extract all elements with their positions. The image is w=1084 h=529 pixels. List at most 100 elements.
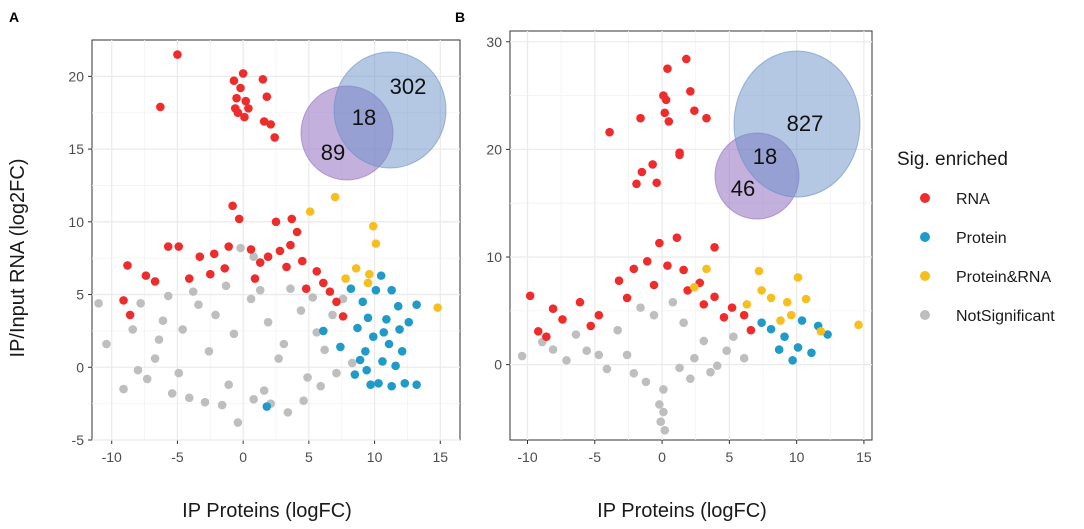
- point-protein: [371, 285, 381, 295]
- point-notsignificant: [224, 380, 233, 390]
- panel-a-tag: A: [9, 9, 19, 25]
- point-rna: [224, 242, 233, 251]
- venn-overlap-count: 18: [753, 144, 777, 169]
- point-rna: [332, 297, 341, 307]
- point-rna: [586, 321, 596, 331]
- panel-b-tag: B: [455, 9, 465, 25]
- point-notsignificant: [668, 297, 678, 307]
- venn-rna-only-count: 89: [321, 140, 345, 165]
- point-protein: [397, 346, 407, 356]
- point-rna: [125, 310, 135, 320]
- x-tick-label: -5: [171, 449, 184, 465]
- point-notsignificant: [259, 386, 269, 395]
- point-rna: [746, 325, 756, 335]
- point-rna: [338, 312, 348, 321]
- point-protein: [823, 330, 832, 339]
- x-tick-label: 10: [367, 449, 383, 465]
- y-tick-label: 20: [486, 141, 502, 157]
- point-rna: [229, 76, 239, 86]
- point-protein: [350, 370, 360, 379]
- point-rna: [236, 83, 245, 93]
- point-rna: [652, 178, 661, 188]
- legend-key: [920, 310, 930, 320]
- point-notsignificant: [221, 281, 231, 291]
- point-rna: [173, 50, 182, 59]
- point-rna: [270, 133, 279, 142]
- point-notsignificant: [316, 381, 325, 391]
- point-rna: [710, 292, 719, 302]
- point-rna: [262, 92, 272, 102]
- x-tick-label: 15: [856, 449, 872, 465]
- y-tick-label: 15: [68, 141, 84, 157]
- x-tick-label: 0: [658, 449, 666, 465]
- point-notsignificant: [119, 384, 128, 394]
- point-notsignificant: [167, 389, 177, 398]
- point-protein-rna: [754, 266, 764, 276]
- point-notsignificant: [128, 325, 138, 334]
- point-protein: [376, 271, 386, 280]
- point-rna: [629, 264, 639, 274]
- point-protein: [319, 326, 328, 336]
- point-notsignificant: [229, 329, 239, 339]
- point-notsignificant: [246, 294, 256, 304]
- point-notsignificant: [636, 303, 645, 312]
- y-axis-label: IP/Input RNA (log2FC): [7, 159, 29, 358]
- venn-overlap-count: 18: [352, 105, 376, 130]
- point-protein: [361, 346, 370, 356]
- point-rna: [675, 150, 684, 160]
- point-notsignificant: [675, 363, 684, 373]
- legend-label: NotSignificant: [956, 308, 1055, 325]
- point-rna: [156, 102, 165, 112]
- point-notsignificant: [613, 325, 622, 335]
- point-protein: [368, 332, 378, 342]
- point-protein-rna: [793, 273, 803, 282]
- y-tick-label: 5: [76, 287, 84, 303]
- point-rna: [525, 291, 535, 301]
- point-protein: [797, 316, 807, 325]
- point-protein: [393, 301, 403, 311]
- point-rna: [258, 74, 268, 84]
- point-notsignificant: [174, 368, 184, 378]
- point-protein-rna: [363, 278, 373, 288]
- point-notsignificant: [659, 385, 668, 394]
- point-notsignificant: [233, 418, 243, 427]
- point-rna: [664, 117, 674, 126]
- point-rna: [661, 95, 671, 105]
- point-rna: [575, 297, 585, 307]
- panel-a: -10 -5 0 5 10 15 -5 0 5 10 15 20 89 18 302 IP Proteins …: [68, 39, 461, 522]
- point-rna: [702, 113, 711, 123]
- y-tick-label: 0: [494, 357, 502, 373]
- point-rna: [230, 104, 240, 113]
- point-rna: [632, 179, 641, 189]
- point-notsignificant: [690, 353, 699, 363]
- point-rna: [150, 277, 160, 286]
- point-protein: [362, 365, 371, 375]
- point-rna: [312, 266, 322, 276]
- point-rna: [642, 257, 652, 266]
- point-protein: [358, 297, 368, 307]
- point-protein: [400, 378, 410, 388]
- point-notsignificant: [739, 353, 749, 363]
- point-notsignificant: [679, 318, 688, 327]
- point-rna: [739, 310, 749, 320]
- point-notsignificant: [686, 374, 695, 383]
- point-protein-rna: [341, 274, 350, 283]
- legend-key: [920, 271, 930, 281]
- point-notsignificant: [194, 300, 203, 310]
- point-protein: [780, 332, 789, 341]
- point-rna: [690, 106, 699, 115]
- y-tick-label: 20: [68, 68, 84, 84]
- point-rna: [542, 332, 551, 341]
- point-rna: [174, 242, 184, 251]
- point-rna: [637, 167, 647, 177]
- point-rna: [622, 293, 632, 303]
- y-tick-label: 0: [76, 359, 84, 375]
- point-protein-rna: [776, 316, 785, 325]
- point-rna: [271, 217, 281, 227]
- point-rna: [681, 54, 691, 64]
- point-notsignificant: [249, 252, 258, 262]
- point-rna: [244, 104, 253, 113]
- point-protein: [387, 285, 396, 295]
- point-rna: [325, 287, 335, 296]
- x-tick-label: 10: [789, 449, 805, 465]
